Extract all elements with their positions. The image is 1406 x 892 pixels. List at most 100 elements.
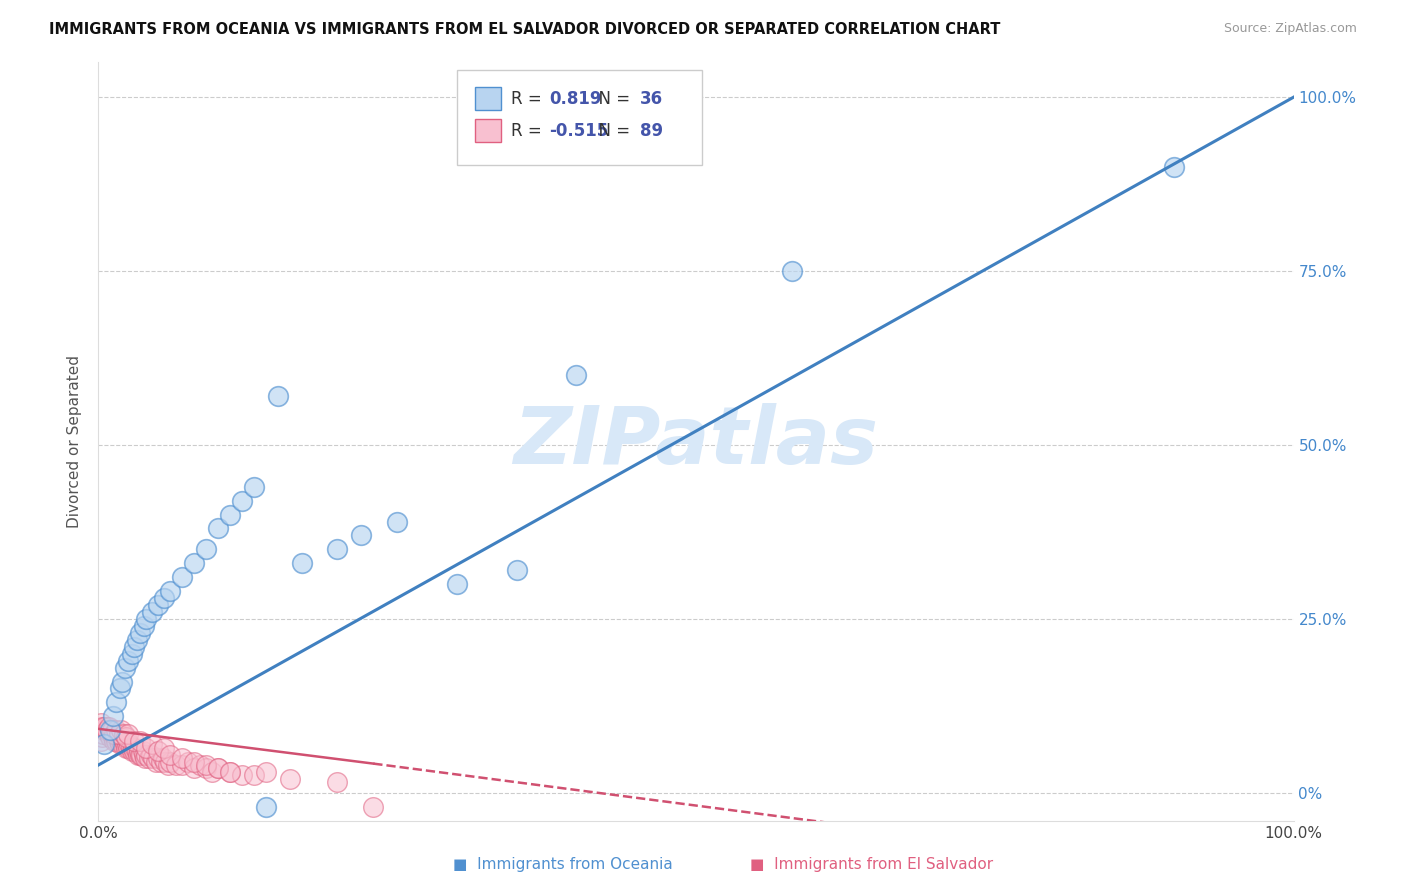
Point — [267, 389, 290, 403]
Point — [188, 758, 211, 772]
Point — [243, 768, 266, 782]
Point — [125, 632, 148, 647]
Text: 0.819: 0.819 — [548, 90, 602, 108]
FancyBboxPatch shape — [457, 70, 702, 165]
Point — [195, 542, 218, 557]
Point — [121, 647, 143, 661]
Text: ■  Immigrants from El Salvador: ■ Immigrants from El Salvador — [751, 857, 993, 872]
Point — [145, 755, 167, 769]
Point — [117, 727, 139, 741]
Point — [385, 515, 409, 529]
Point — [141, 605, 163, 619]
Point — [94, 720, 117, 734]
Point — [1163, 160, 1185, 174]
Point — [101, 730, 124, 744]
Point — [135, 740, 157, 755]
Text: N =: N = — [589, 121, 636, 140]
Point — [155, 755, 177, 769]
Point — [132, 747, 155, 762]
Point — [114, 660, 136, 674]
Point — [183, 762, 205, 776]
Point — [201, 764, 224, 779]
Point — [98, 727, 121, 741]
Text: R =: R = — [510, 90, 547, 108]
Point — [115, 740, 138, 755]
Point — [91, 720, 114, 734]
Point — [93, 720, 115, 734]
Point — [105, 695, 128, 709]
Point — [363, 799, 385, 814]
Point — [125, 744, 148, 758]
Point — [195, 758, 218, 772]
Point — [124, 744, 146, 758]
Point — [159, 755, 181, 769]
Point — [122, 740, 145, 755]
Point — [207, 762, 229, 776]
Point — [134, 751, 156, 765]
Point — [96, 723, 118, 738]
Text: ■  Immigrants from Oceania: ■ Immigrants from Oceania — [453, 857, 672, 872]
Text: ZIPatlas: ZIPatlas — [513, 402, 879, 481]
Point — [177, 755, 200, 769]
Point — [107, 727, 129, 741]
Point — [326, 775, 349, 789]
Point — [93, 723, 115, 738]
Point — [112, 727, 135, 741]
Point — [108, 737, 131, 751]
Point — [254, 799, 277, 814]
Point — [148, 751, 170, 765]
Point — [148, 598, 170, 612]
Point — [129, 747, 152, 762]
Point — [142, 751, 165, 765]
Point — [565, 368, 588, 383]
Point — [124, 733, 146, 747]
Point — [111, 674, 134, 689]
Point — [780, 264, 803, 278]
Point — [219, 508, 242, 522]
Point — [100, 723, 122, 738]
Point — [446, 577, 468, 591]
Point — [138, 751, 160, 765]
Point — [120, 740, 142, 755]
Point — [98, 720, 121, 734]
Point — [90, 733, 112, 747]
Point — [118, 737, 141, 751]
Point — [131, 747, 153, 762]
Point — [105, 723, 128, 738]
Point — [350, 528, 373, 542]
Point — [97, 723, 120, 738]
Point — [108, 681, 131, 696]
Point — [148, 744, 170, 758]
Point — [141, 737, 163, 751]
Point — [172, 751, 194, 765]
Point — [114, 737, 136, 751]
Point — [105, 733, 128, 747]
Point — [152, 751, 174, 765]
Point — [127, 747, 149, 762]
Point — [124, 640, 146, 654]
Point — [278, 772, 301, 786]
Point — [243, 480, 266, 494]
Point — [135, 612, 157, 626]
Point — [101, 709, 124, 723]
Point — [135, 747, 157, 762]
Point — [172, 570, 194, 584]
Point — [96, 720, 118, 734]
Point — [159, 747, 181, 762]
Point — [172, 758, 194, 772]
Point — [107, 730, 129, 744]
Bar — [475, 87, 501, 111]
Text: -0.515: -0.515 — [548, 121, 609, 140]
Point — [103, 733, 125, 747]
Point — [254, 764, 277, 779]
Point — [110, 733, 132, 747]
Point — [149, 755, 172, 769]
Text: IMMIGRANTS FROM OCEANIA VS IMMIGRANTS FROM EL SALVADOR DIVORCED OR SEPARATED COR: IMMIGRANTS FROM OCEANIA VS IMMIGRANTS FR… — [49, 22, 1001, 37]
Text: R =: R = — [510, 121, 547, 140]
Bar — [475, 120, 501, 142]
Point — [115, 730, 138, 744]
Point — [159, 584, 181, 599]
Text: N =: N = — [589, 90, 636, 108]
Text: 36: 36 — [640, 90, 662, 108]
Point — [110, 723, 132, 738]
